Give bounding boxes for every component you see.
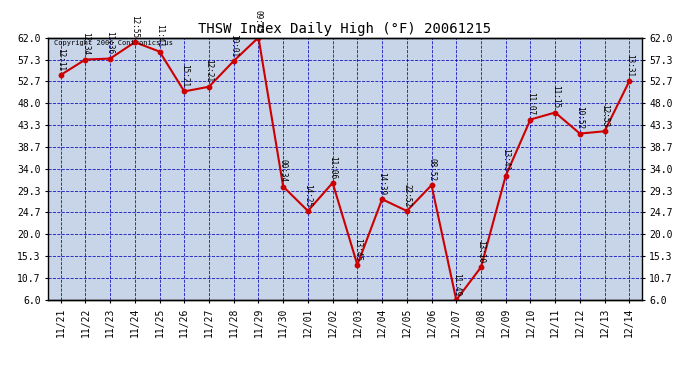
Text: 09:45: 09:45 [254,10,263,33]
Title: THSW Index Daily High (°F) 20061215: THSW Index Daily High (°F) 20061215 [199,22,491,36]
Point [55,72,66,78]
Point [228,58,239,64]
Point [550,110,561,116]
Text: 12:11: 12:11 [56,48,65,71]
Point [402,208,413,214]
Text: 13:10: 13:10 [477,240,486,263]
Text: 14:39: 14:39 [377,172,386,195]
Text: 12:34: 12:34 [81,32,90,56]
Point [105,56,116,62]
Text: 11:15: 11:15 [551,85,560,108]
Text: 13:45: 13:45 [353,237,362,261]
Point [277,183,288,189]
Text: 13:31: 13:31 [625,54,634,77]
Point [426,182,437,188]
Text: 00:34: 00:34 [279,159,288,182]
Point [377,196,388,202]
Point [302,208,313,214]
Point [525,117,536,123]
Text: 10:52: 10:52 [575,106,584,129]
Text: 11:41: 11:41 [155,24,164,47]
Point [327,180,338,186]
Text: 11:36: 11:36 [106,31,115,54]
Point [352,262,363,268]
Text: 12:53: 12:53 [600,104,609,127]
Text: Copyright 2006 Contronics.us: Copyright 2006 Contronics.us [55,40,173,46]
Text: 11:07: 11:07 [526,92,535,116]
Point [574,130,585,136]
Text: 12:55: 12:55 [130,15,139,38]
Text: 11:49: 11:49 [452,273,461,296]
Point [204,84,215,90]
Text: 11:06: 11:06 [328,156,337,178]
Text: 15:21: 15:21 [180,64,189,87]
Point [179,88,190,94]
Point [80,57,91,63]
Text: 22:52: 22:52 [402,184,411,207]
Point [129,39,140,45]
Point [253,34,264,40]
Point [475,264,486,270]
Point [624,78,635,84]
Point [451,297,462,303]
Text: 12:21: 12:21 [204,59,213,82]
Text: 13:41: 13:41 [501,148,510,172]
Point [500,173,511,179]
Point [154,49,165,55]
Point [599,128,610,134]
Text: 08:52: 08:52 [427,158,436,181]
Text: 10:01: 10:01 [229,34,238,57]
Text: 14:25: 14:25 [304,184,313,207]
